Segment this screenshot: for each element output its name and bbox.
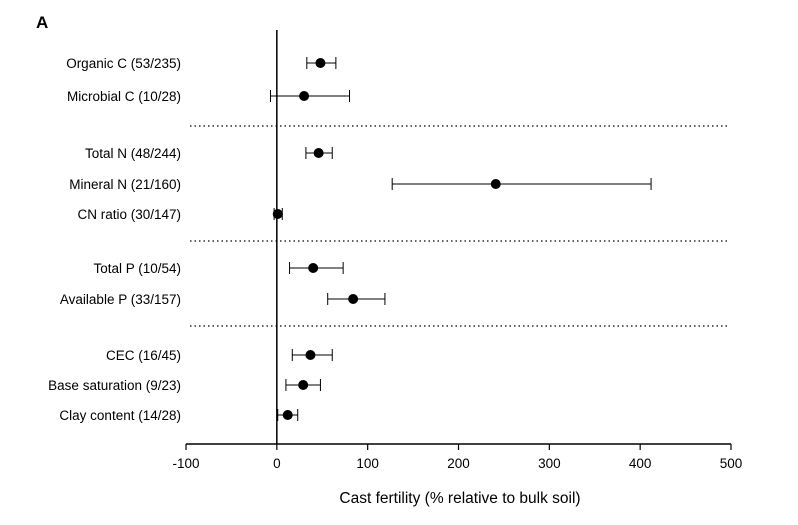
x-tick-label-2: 100 [356, 456, 379, 471]
x-tick-label-6: 500 [720, 456, 743, 471]
x-axis: -100 0 100 200 300 400 500 [172, 443, 743, 471]
row-label: Organic C (53/235) [66, 56, 181, 71]
mean-point [348, 294, 359, 304]
row-label: Base saturation (9/23) [48, 378, 181, 393]
row-label: Total P (10/54) [93, 261, 181, 276]
mean-point [305, 350, 316, 360]
row-6: Total P (10/54) [93, 261, 344, 276]
row-7: Available P (33/157) [60, 292, 386, 307]
row-1: Organic C (53/235) [66, 56, 337, 71]
group-separators [190, 125, 727, 327]
mean-point [313, 148, 324, 158]
row-label: Mineral N (21/160) [69, 177, 181, 192]
x-axis-title: Cast fertility (% relative to bulk soil) [339, 490, 580, 507]
row-label: CEC (16/45) [106, 348, 181, 363]
mean-point [299, 91, 310, 101]
row-label: CN ratio (30/147) [77, 207, 181, 222]
row-3: Total N (48/244) [85, 146, 333, 161]
mean-point [298, 380, 309, 390]
row-5: CN ratio (30/147) [77, 207, 283, 222]
row-4: Mineral N (21/160) [69, 177, 652, 192]
x-tick-label-4: 300 [538, 456, 561, 471]
row-10: Clay content (14/28) [59, 408, 299, 423]
x-tick-label-0: -100 [172, 456, 199, 471]
x-tick-label-5: 400 [629, 456, 652, 471]
row-label: Clay content (14/28) [59, 408, 181, 423]
mean-point [490, 179, 501, 189]
row-label: Available P (33/157) [60, 292, 181, 307]
row-9: Base saturation (9/23) [48, 378, 321, 393]
x-tick-label-3: 200 [447, 456, 470, 471]
x-tick-label-1: 0 [273, 456, 281, 471]
row-label: Total N (48/244) [85, 146, 181, 161]
mean-point [272, 209, 283, 219]
row-8: CEC (16/45) [106, 348, 333, 363]
mean-point [315, 58, 326, 68]
mean-point [308, 263, 319, 273]
panel-label: A [36, 13, 48, 32]
mean-point [282, 410, 293, 420]
row-label: Microbial C (10/28) [67, 89, 181, 104]
row-2: Microbial C (10/28) [67, 89, 350, 104]
data-rows: Organic C (53/235) Microbial C (10/28) Tot… [48, 56, 652, 423]
